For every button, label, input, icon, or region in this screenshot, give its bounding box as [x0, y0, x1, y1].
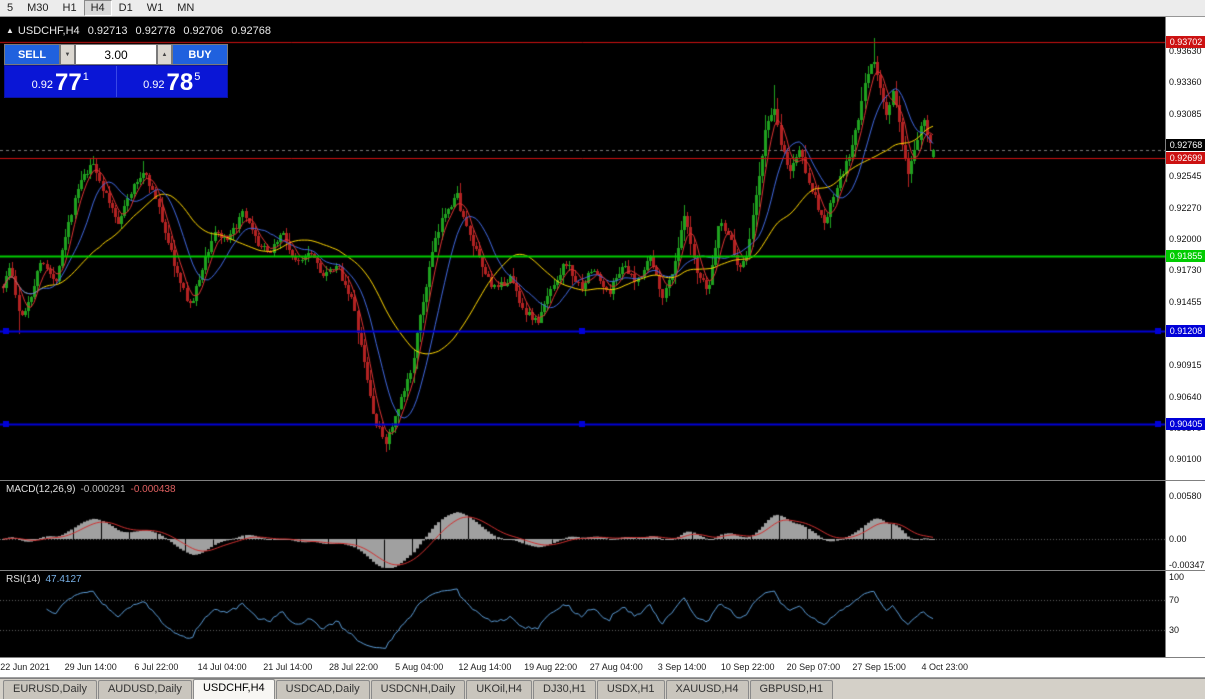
macd-canvas[interactable] [0, 481, 1165, 570]
time-axis-label: 22 Jun 2021 [0, 662, 50, 672]
price-axis-tick: 0.91730 [1169, 265, 1202, 276]
price-axis-tick: 0.92545 [1169, 171, 1202, 182]
price-axis-tick: 0.92000 [1169, 234, 1202, 245]
panel-divider[interactable] [0, 480, 1205, 481]
one-click-price-row: 0.92 77 1 0.92 78 5 [4, 65, 228, 98]
price-axis-tick: 0.91455 [1169, 297, 1202, 308]
macd-name: MACD(12,26,9) [6, 484, 76, 495]
sell-price-big: 77 [55, 69, 82, 96]
chart-symbol-timeframe: USDCHF,H4 [17, 25, 80, 37]
time-axis-label: 3 Sep 14:00 [657, 662, 707, 672]
time-axis[interactable]: 22 Jun 2021 29 Jun 14:00 6 Jul 22:00 14 Jul… [0, 658, 1205, 678]
macd-main-value: -0.000291 [80, 484, 126, 495]
chart-tab-eurusd[interactable]: EURUSD,Daily [3, 680, 97, 699]
price-axis-tick: 0.93085 [1169, 108, 1202, 119]
rsi-value: 47.4127 [45, 574, 82, 585]
chart-tab-dj30[interactable]: DJ30,H1 [533, 680, 596, 699]
chart-tab-xauusd[interactable]: XAUUSD,H4 [665, 680, 749, 699]
ohlc-low: 0.92706 [183, 25, 224, 37]
macd-label: MACD(12,26,9) -0.000291 -0.000438 [6, 484, 176, 495]
time-axis-label: 5 Aug 04:00 [395, 662, 444, 672]
ohlc-close: 0.92768 [231, 25, 271, 37]
sell-price-display: 0.92 77 1 [5, 66, 116, 97]
time-axis-label: 14 Jul 04:00 [197, 662, 247, 672]
rsi-axis-label: 100 [1169, 572, 1185, 582]
time-axis-label: 4 Oct 23:00 [921, 662, 969, 672]
chart-tab-usdchf[interactable]: USDCHF,H4 [192, 679, 275, 699]
chart-title: ▲ USDCHF,H4 0.92713 0.92778 0.92706 0.927… [6, 25, 271, 37]
chart-tab-usdx[interactable]: USDX,H1 [596, 680, 665, 699]
price-axis-tick: 0.90915 [1169, 359, 1202, 370]
price-axis-tick: 0.90100 [1169, 454, 1202, 465]
macd-signal-value: -0.000438 [130, 484, 176, 495]
chart-tab-ukoil[interactable]: UKOil,H4 [466, 680, 533, 699]
timeframe-button-h1[interactable]: H1 [62, 2, 77, 14]
timeframe-button-h4[interactable]: H4 [83, 0, 112, 16]
chart-tabbar: EURUSD,Daily AUDUSD,Daily USDCHF,H4 USDCAD,… [0, 678, 1205, 699]
time-axis-label: 21 Jul 14:00 [263, 662, 313, 672]
time-axis-label: 12 Aug 14:00 [458, 662, 512, 672]
sell-price-sup: 1 [82, 71, 89, 83]
ohlc-high: 0.92778 [135, 25, 176, 37]
buy-price-big: 78 [166, 69, 194, 96]
timeframe-toolbar: 5 M30 H1 H4 D1 W1 MN [0, 0, 1205, 17]
price-level-badge: 0.93702 [1166, 36, 1205, 49]
rsi-canvas[interactable] [0, 571, 1165, 657]
price-level-badge: 0.91855 [1166, 250, 1205, 263]
timeframe-button-w1[interactable]: W1 [146, 2, 164, 14]
chart-tab-usdcad[interactable]: USDCAD,Daily [275, 680, 370, 699]
buy-price-display: 0.92 78 5 [115, 66, 228, 97]
collapse-icon[interactable]: ▲ [6, 26, 14, 35]
volume-input[interactable] [75, 44, 157, 65]
timeframe-button-d1[interactable]: D1 [118, 2, 133, 14]
time-axis-label: 19 Aug 22:00 [524, 662, 578, 672]
buy-price-base: 0.92 [143, 79, 165, 91]
price-level-badge: 0.90405 [1166, 417, 1205, 430]
chart-tab-gbpusd[interactable]: GBPUSD,H1 [749, 680, 834, 699]
bid-price-badge: 0.92768 [1166, 139, 1205, 152]
price-axis-tick: 0.92270 [1169, 202, 1202, 213]
chart-tab-audusd[interactable]: AUDUSD,Daily [97, 680, 192, 699]
price-axis-tick: 0.93630 [1169, 45, 1202, 56]
timeframe-button-mn[interactable]: MN [177, 2, 195, 14]
time-axis-label: 29 Jun 14:00 [64, 662, 117, 672]
ohlc-open: 0.92713 [87, 25, 128, 37]
time-axis-label: 10 Sep 22:00 [720, 662, 775, 672]
time-axis-label: 6 Jul 22:00 [134, 662, 179, 672]
timeframe-button-m30[interactable]: M30 [27, 2, 49, 14]
price-axis[interactable]: 0.936300.933600.930850.928150.925450.922… [1165, 17, 1205, 658]
panel-divider [0, 657, 1205, 658]
time-axis-label: 27 Aug 04:00 [589, 662, 643, 672]
volume-up-spinner[interactable]: ▲ [157, 44, 172, 65]
rsi-axis-label: 70 [1169, 594, 1180, 605]
buy-price-sup: 5 [194, 71, 201, 83]
time-axis-label: 27 Sep 15:00 [852, 662, 906, 672]
sell-button[interactable]: SELL [4, 44, 60, 65]
time-axis-label: 28 Jul 22:00 [328, 662, 379, 672]
price-axis-tick: 0.93360 [1169, 76, 1202, 87]
one-click-order-row: SELL ▼ ▲ BUY [4, 44, 228, 65]
price-level-badge: 0.91208 [1166, 324, 1205, 337]
rsi-axis-label: 30 [1169, 625, 1180, 636]
timeframe-button-5[interactable]: 5 [7, 2, 14, 14]
sell-price-base: 0.92 [31, 79, 54, 91]
macd-axis-label: 0.00 [1169, 534, 1187, 544]
price-level-badge: 0.92699 [1166, 152, 1205, 165]
volume-down-spinner[interactable]: ▼ [60, 44, 75, 65]
panel-divider[interactable] [0, 570, 1205, 571]
price-axis-tick: 0.90640 [1169, 391, 1202, 402]
macd-axis-label: 0.00580 [1169, 490, 1202, 501]
macd-axis-label: -0.00347 [1169, 560, 1205, 570]
time-axis-label: 20 Sep 07:00 [786, 662, 841, 672]
rsi-label: RSI(14) 47.4127 [6, 574, 82, 585]
chart-tab-usdcnh[interactable]: USDCNH,Daily [370, 680, 466, 699]
rsi-name: RSI(14) [6, 574, 41, 585]
buy-button[interactable]: BUY [172, 44, 228, 65]
one-click-trading-panel: SELL ▼ ▲ BUY 0.92 77 1 0.92 78 5 [4, 44, 228, 98]
